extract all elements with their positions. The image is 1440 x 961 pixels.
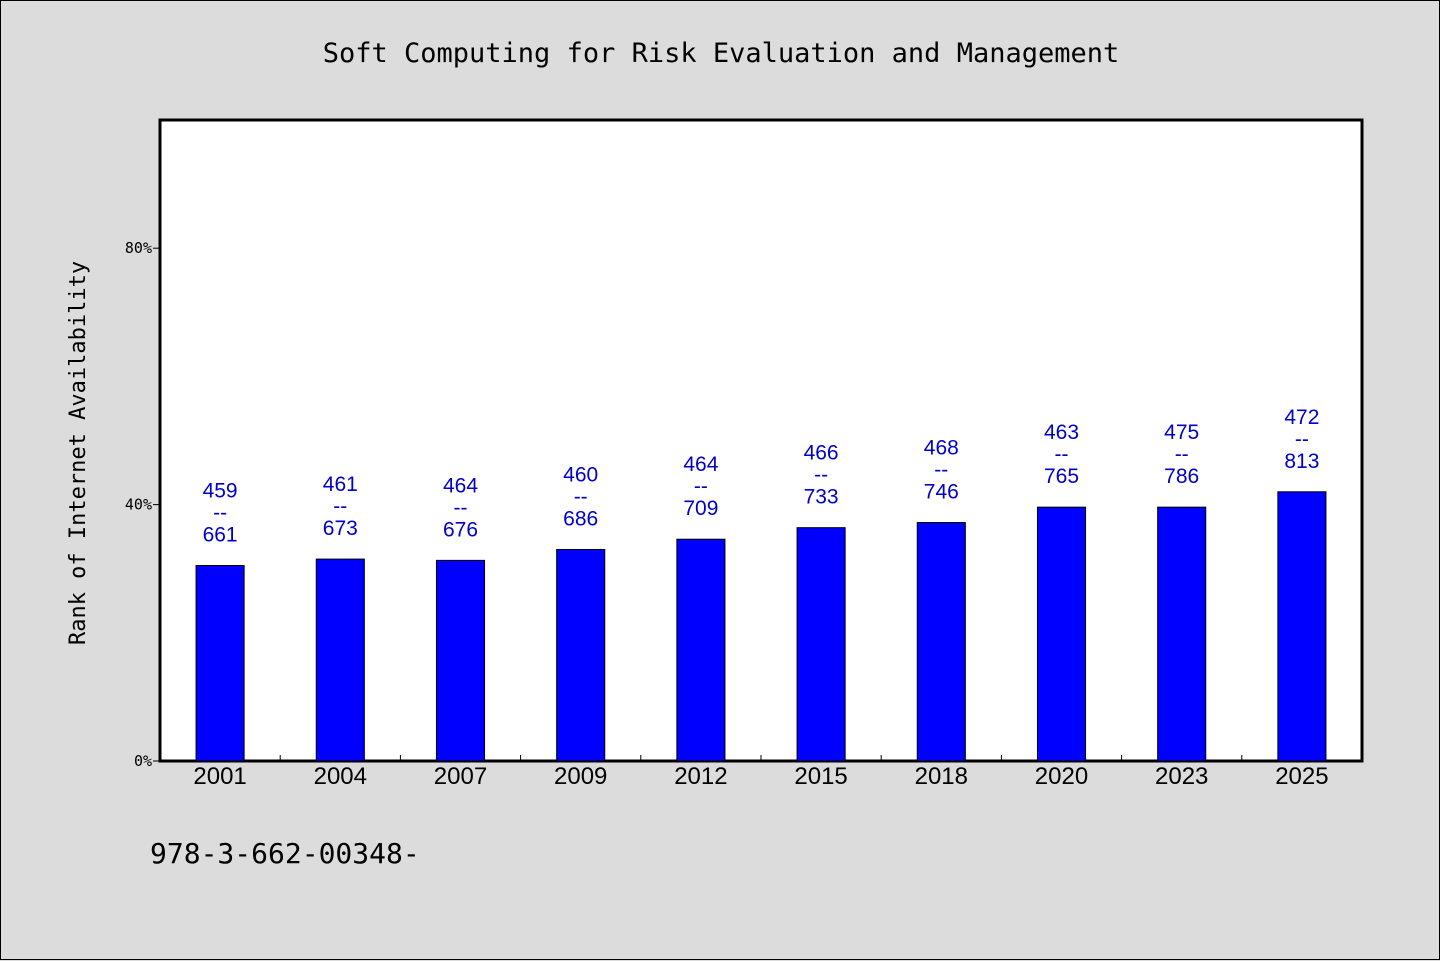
bar-series — [195, 491, 1327, 762]
data-label-top: 463 — [1044, 421, 1079, 444]
data-label-bottom: 676 — [443, 518, 478, 541]
y-axis-title: Rank of Internet Availability — [66, 261, 91, 645]
y-tick-label: 0% — [134, 752, 152, 770]
bar — [1157, 506, 1207, 762]
footer-code: 978-3-662-00348- — [150, 837, 420, 870]
data-label-bottom: 673 — [323, 517, 358, 540]
data-label-separator: -- — [1295, 428, 1309, 451]
data-label-bottom: 746 — [924, 481, 959, 504]
data-label-top: 466 — [804, 442, 839, 465]
data-label-top: 472 — [1284, 406, 1319, 429]
bar — [916, 522, 966, 762]
data-label-bottom: 686 — [563, 507, 598, 530]
data-label-bottom: 786 — [1164, 465, 1199, 488]
data-label-bottom: 709 — [683, 497, 718, 520]
y-tick-label: 80% — [125, 239, 152, 257]
data-label-top: 460 — [563, 463, 598, 486]
bar — [435, 559, 486, 762]
x-tick-label: 2018 — [915, 763, 968, 790]
data-labels: 459--661461--673464--676460--686464--709… — [203, 406, 1320, 547]
x-tick-label: 2025 — [1275, 763, 1328, 790]
data-label-top: 475 — [1164, 421, 1199, 444]
bar — [556, 548, 606, 762]
x-tick-label: 2007 — [434, 763, 487, 790]
bar — [315, 558, 365, 762]
x-tick-label: 2001 — [193, 763, 246, 790]
data-label-top: 461 — [323, 473, 358, 496]
data-label-top: 468 — [924, 437, 959, 460]
x-tick-label: 2020 — [1035, 763, 1088, 790]
chart-title: Soft Computing for Risk Evaluation and M… — [323, 38, 1120, 69]
y-axis: 0% 40% 80% — [125, 239, 160, 770]
y-tick-label: 40% — [125, 496, 152, 514]
data-label-separator: -- — [694, 475, 708, 498]
x-tick-label: 2009 — [554, 763, 607, 790]
data-label-bottom: 765 — [1044, 465, 1079, 488]
data-label-top: 459 — [203, 479, 238, 502]
data-label-separator: -- — [574, 485, 588, 508]
bar — [195, 564, 245, 762]
data-label-top: 464 — [683, 453, 718, 476]
x-axis: 2001 2004 2007 2009 2012 2015 2018 2020 2023 2025 — [193, 755, 1329, 790]
data-label-separator: -- — [934, 459, 948, 482]
x-tick-label: 2015 — [794, 763, 847, 790]
data-label-separator: -- — [814, 464, 828, 487]
bar — [676, 538, 726, 762]
bar — [1036, 506, 1087, 762]
data-label-bottom: 733 — [804, 486, 839, 509]
data-label-separator: -- — [1055, 443, 1069, 466]
bar — [796, 527, 846, 762]
x-tick-label: 2012 — [674, 763, 727, 790]
data-label-bottom: 813 — [1284, 450, 1319, 473]
data-label-separator: -- — [213, 501, 227, 524]
data-label-separator: -- — [1175, 443, 1189, 466]
x-tick-label: 2004 — [314, 763, 367, 790]
bar — [1277, 491, 1327, 762]
data-label-top: 464 — [443, 474, 478, 497]
data-label-bottom: 661 — [203, 523, 238, 546]
data-label-separator: -- — [454, 496, 468, 519]
data-label-separator: -- — [333, 495, 347, 518]
x-tick-label: 2023 — [1155, 763, 1208, 790]
